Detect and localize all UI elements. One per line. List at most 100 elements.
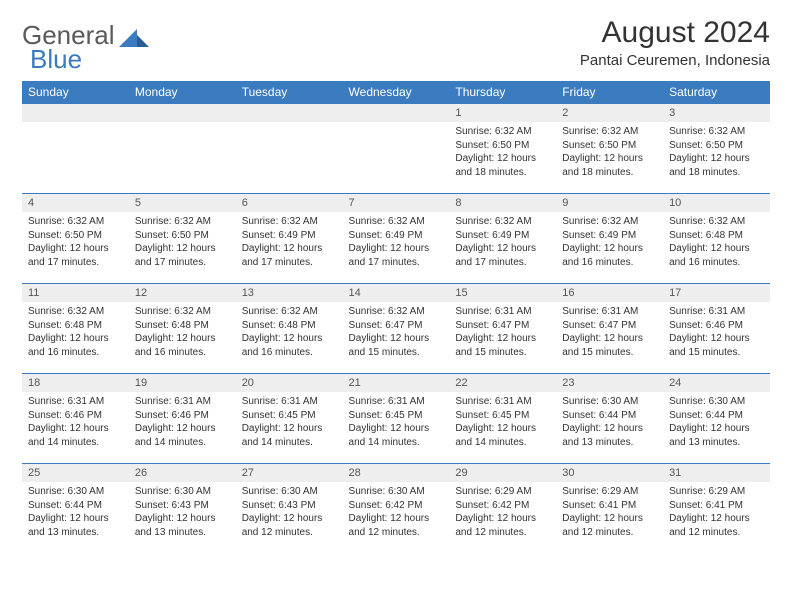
day-content: Sunrise: 6:32 AMSunset: 6:50 PMDaylight:… [663,122,770,183]
calendar-day-cell: 13Sunrise: 6:32 AMSunset: 6:48 PMDayligh… [236,284,343,374]
calendar-day-cell: 17Sunrise: 6:31 AMSunset: 6:46 PMDayligh… [663,284,770,374]
day-content: Sunrise: 6:31 AMSunset: 6:45 PMDaylight:… [449,392,556,453]
day-content: Sunrise: 6:32 AMSunset: 6:48 PMDaylight:… [22,302,129,363]
day-number: 28 [343,464,450,482]
calendar-week-row: 25Sunrise: 6:30 AMSunset: 6:44 PMDayligh… [22,464,770,554]
day-content: Sunrise: 6:31 AMSunset: 6:46 PMDaylight:… [129,392,236,453]
day-line: Sunrise: 6:31 AM [28,395,123,409]
day-number [129,104,236,122]
day-content: Sunrise: 6:32 AMSunset: 6:47 PMDaylight:… [343,302,450,363]
day-number: 11 [22,284,129,302]
calendar-day-cell: 11Sunrise: 6:32 AMSunset: 6:48 PMDayligh… [22,284,129,374]
day-content: Sunrise: 6:31 AMSunset: 6:47 PMDaylight:… [449,302,556,363]
calendar-day-cell: 28 Sunrise: 6:30 AMSunset: 6:42 PMDayligh… [343,464,450,554]
day-line: Sunrise: 6:30 AM [135,485,230,499]
day-line: and 12 minutes. [669,526,764,540]
calendar-day-cell: 3Sunrise: 6:32 AMSunset: 6:50 PMDaylight… [663,104,770,194]
day-line: Sunrise: 6:30 AM [349,485,444,499]
day-line: and 12 minutes. [349,526,444,540]
day-line: Daylight: 12 hours [135,422,230,436]
day-line: Sunset: 6:41 PM [669,499,764,513]
day-line: and 16 minutes. [562,256,657,270]
day-line: and 14 minutes. [28,436,123,450]
day-line: Daylight: 12 hours [28,512,123,526]
day-line: Daylight: 12 hours [669,242,764,256]
day-line: Sunrise: 6:32 AM [135,215,230,229]
col-sunday: Sunday [22,81,129,104]
calendar-week-row: 11Sunrise: 6:32 AMSunset: 6:48 PMDayligh… [22,284,770,374]
calendar-day-cell [236,104,343,194]
day-line: Sunset: 6:50 PM [669,139,764,153]
day-number: 6 [236,194,343,212]
day-line: and 13 minutes. [669,436,764,450]
day-line: and 14 minutes. [349,436,444,450]
day-line: Sunrise: 6:31 AM [455,305,550,319]
day-content: Sunrise: 6:32 AMSunset: 6:48 PMDaylight:… [663,212,770,273]
day-line: and 12 minutes. [562,526,657,540]
day-content: Sunrise: 6:31 AMSunset: 6:46 PMDaylight:… [22,392,129,453]
day-line: Sunset: 6:48 PM [28,319,123,333]
calendar-day-cell: 23Sunrise: 6:30 AMSunset: 6:44 PMDayligh… [556,374,663,464]
day-line: Sunrise: 6:31 AM [669,305,764,319]
day-line: Sunset: 6:49 PM [455,229,550,243]
day-line: Sunset: 6:45 PM [349,409,444,423]
day-number: 30 [556,464,663,482]
day-line: Sunset: 6:46 PM [135,409,230,423]
day-content: Sunrise: 6:32 AMSunset: 6:50 PMDaylight:… [556,122,663,183]
day-number: 13 [236,284,343,302]
calendar-day-cell: 24Sunrise: 6:30 AMSunset: 6:44 PMDayligh… [663,374,770,464]
day-line: Sunrise: 6:32 AM [669,125,764,139]
day-line: Daylight: 12 hours [242,422,337,436]
day-line: Sunrise: 6:32 AM [562,215,657,229]
day-number: 19 [129,374,236,392]
day-line: Daylight: 12 hours [455,422,550,436]
day-line: Sunset: 6:45 PM [242,409,337,423]
day-line: Sunset: 6:50 PM [455,139,550,153]
day-number: 16 [556,284,663,302]
day-line: Daylight: 12 hours [28,422,123,436]
day-line: Daylight: 12 hours [669,422,764,436]
day-line: Sunrise: 6:32 AM [669,215,764,229]
day-content: Sunrise: 6:32 AMSunset: 6:50 PMDaylight:… [449,122,556,183]
day-line: Daylight: 12 hours [669,512,764,526]
day-line: Sunrise: 6:32 AM [242,305,337,319]
day-line: Daylight: 12 hours [455,242,550,256]
day-number: 20 [236,374,343,392]
day-line: and 15 minutes. [562,346,657,360]
calendar-day-cell: 19Sunrise: 6:31 AMSunset: 6:46 PMDayligh… [129,374,236,464]
day-line: and 17 minutes. [135,256,230,270]
day-line: Daylight: 12 hours [242,512,337,526]
calendar-header-row: Sunday Monday Tuesday Wednesday Thursday… [22,81,770,104]
day-line: Sunset: 6:49 PM [349,229,444,243]
brand-triangle-icon [119,27,149,47]
day-line: and 13 minutes. [28,526,123,540]
day-line: and 13 minutes. [135,526,230,540]
day-number: 3 [663,104,770,122]
day-line: Daylight: 12 hours [349,512,444,526]
day-content: Sunrise: 6:31 AMSunset: 6:46 PMDaylight:… [663,302,770,363]
day-line: Sunrise: 6:30 AM [242,485,337,499]
day-number: 10 [663,194,770,212]
day-line: Sunrise: 6:31 AM [242,395,337,409]
day-line: Sunset: 6:44 PM [28,499,123,513]
day-line: and 14 minutes. [455,436,550,450]
calendar-day-cell: 30Sunrise: 6:29 AMSunset: 6:41 PMDayligh… [556,464,663,554]
calendar-day-cell: 16Sunrise: 6:31 AMSunset: 6:47 PMDayligh… [556,284,663,374]
day-line: and 15 minutes. [669,346,764,360]
day-line: Sunrise: 6:30 AM [669,395,764,409]
day-line: Sunrise: 6:32 AM [28,305,123,319]
day-line: and 16 minutes. [135,346,230,360]
day-line: Sunset: 6:42 PM [349,499,444,513]
day-line: Sunset: 6:49 PM [242,229,337,243]
day-line: Sunset: 6:47 PM [349,319,444,333]
calendar-day-cell: 25Sunrise: 6:30 AMSunset: 6:44 PMDayligh… [22,464,129,554]
day-line: Sunrise: 6:29 AM [562,485,657,499]
day-line: and 12 minutes. [455,526,550,540]
day-line: Sunrise: 6:32 AM [349,215,444,229]
day-number: 4 [22,194,129,212]
day-line: Sunset: 6:43 PM [242,499,337,513]
calendar-day-cell: 14Sunrise: 6:32 AMSunset: 6:47 PMDayligh… [343,284,450,374]
day-content: Sunrise: 6:32 AMSunset: 6:48 PMDaylight:… [129,302,236,363]
day-line: Sunset: 6:42 PM [455,499,550,513]
col-friday: Friday [556,81,663,104]
